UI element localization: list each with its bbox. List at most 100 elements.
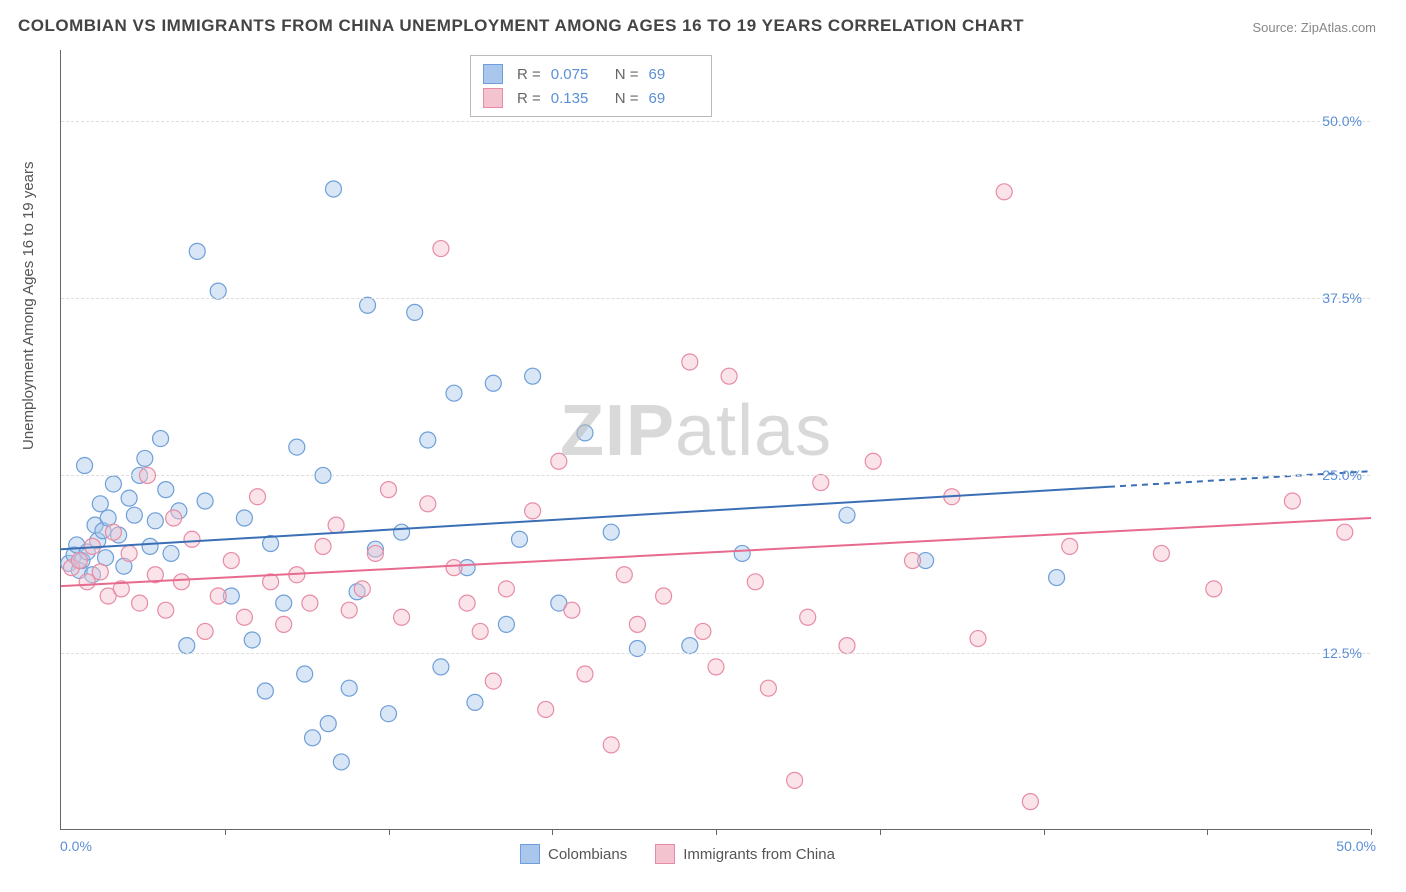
data-point <box>839 638 855 654</box>
x-tick <box>1207 829 1208 835</box>
y-tick-label: 50.0% <box>1322 113 1362 129</box>
x-max-label: 50.0% <box>1336 838 1376 854</box>
x-tick <box>552 829 553 835</box>
data-point <box>996 184 1012 200</box>
data-point <box>629 616 645 632</box>
data-point <box>905 553 921 569</box>
data-point <box>446 385 462 401</box>
data-point <box>970 631 986 647</box>
data-point <box>367 545 383 561</box>
data-point <box>328 517 344 533</box>
data-point <box>250 489 266 505</box>
data-point <box>105 524 121 540</box>
correlation-legend: R =0.075N =69R =0.135N =69 <box>470 55 712 117</box>
legend-swatch <box>483 64 503 84</box>
x-tick <box>1044 829 1045 835</box>
legend-r-label: R = <box>517 90 541 107</box>
data-point <box>525 503 541 519</box>
data-point <box>197 623 213 639</box>
data-point <box>1337 524 1353 540</box>
legend-n-label: N = <box>615 90 639 107</box>
data-point <box>865 453 881 469</box>
data-point <box>577 666 593 682</box>
data-point <box>147 513 163 529</box>
data-point <box>315 538 331 554</box>
chart-title: COLOMBIAN VS IMMIGRANTS FROM CHINA UNEMP… <box>18 16 1024 36</box>
data-point <box>656 588 672 604</box>
legend-swatch <box>655 844 675 864</box>
legend-row: R =0.135N =69 <box>483 86 699 110</box>
data-point <box>564 602 580 618</box>
data-point <box>485 673 501 689</box>
data-point <box>1049 570 1065 586</box>
data-point <box>498 581 514 597</box>
data-point <box>682 638 698 654</box>
legend-row: R =0.075N =69 <box>483 62 699 86</box>
data-point <box>77 458 93 474</box>
data-point <box>236 609 252 625</box>
data-point <box>682 354 698 370</box>
legend-r-value: 0.075 <box>551 66 601 83</box>
data-point <box>1062 538 1078 554</box>
data-point <box>603 737 619 753</box>
data-point <box>360 297 376 313</box>
data-point <box>787 772 803 788</box>
data-point <box>420 432 436 448</box>
data-point <box>276 595 292 611</box>
data-point <box>210 588 226 604</box>
data-point <box>760 680 776 696</box>
data-point <box>603 524 619 540</box>
data-point <box>485 375 501 391</box>
data-point <box>354 581 370 597</box>
legend-item: Colombians <box>520 844 627 864</box>
data-point <box>126 507 142 523</box>
data-point <box>71 553 87 569</box>
y-tick-label: 25.0% <box>1322 467 1362 483</box>
gridline <box>61 121 1370 122</box>
legend-r-value: 0.135 <box>551 90 601 107</box>
data-point <box>320 716 336 732</box>
x-tick <box>225 829 226 835</box>
data-point <box>341 602 357 618</box>
data-point <box>813 475 829 491</box>
data-point <box>166 510 182 526</box>
series-legend: Colombians Immigrants from China <box>520 844 835 864</box>
data-point <box>92 496 108 512</box>
data-point <box>472 623 488 639</box>
gridline <box>61 298 1370 299</box>
data-point <box>433 241 449 257</box>
data-point <box>132 595 148 611</box>
data-point <box>800 609 816 625</box>
data-point <box>721 368 737 384</box>
legend-item: Immigrants from China <box>655 844 835 864</box>
data-point <box>289 439 305 455</box>
data-point <box>92 564 108 580</box>
x-tick <box>880 829 881 835</box>
x-tick <box>716 829 717 835</box>
data-point <box>341 680 357 696</box>
data-point <box>747 574 763 590</box>
legend-n-value: 69 <box>649 66 699 83</box>
data-point <box>210 283 226 299</box>
data-point <box>407 304 423 320</box>
gridline <box>61 475 1370 476</box>
data-point <box>158 482 174 498</box>
data-point <box>459 595 475 611</box>
data-point <box>163 545 179 561</box>
data-point <box>236 510 252 526</box>
data-point <box>137 450 153 466</box>
data-point <box>121 490 137 506</box>
data-point <box>551 453 567 469</box>
data-point <box>121 545 137 561</box>
data-point <box>302 595 318 611</box>
legend-n-label: N = <box>615 66 639 83</box>
data-point <box>174 574 190 590</box>
y-tick-label: 12.5% <box>1322 645 1362 661</box>
data-point <box>467 694 483 710</box>
data-point <box>498 616 514 632</box>
legend-label: Colombians <box>548 846 627 863</box>
data-point <box>153 431 169 447</box>
data-point <box>1284 493 1300 509</box>
data-point <box>538 701 554 717</box>
data-point <box>394 609 410 625</box>
